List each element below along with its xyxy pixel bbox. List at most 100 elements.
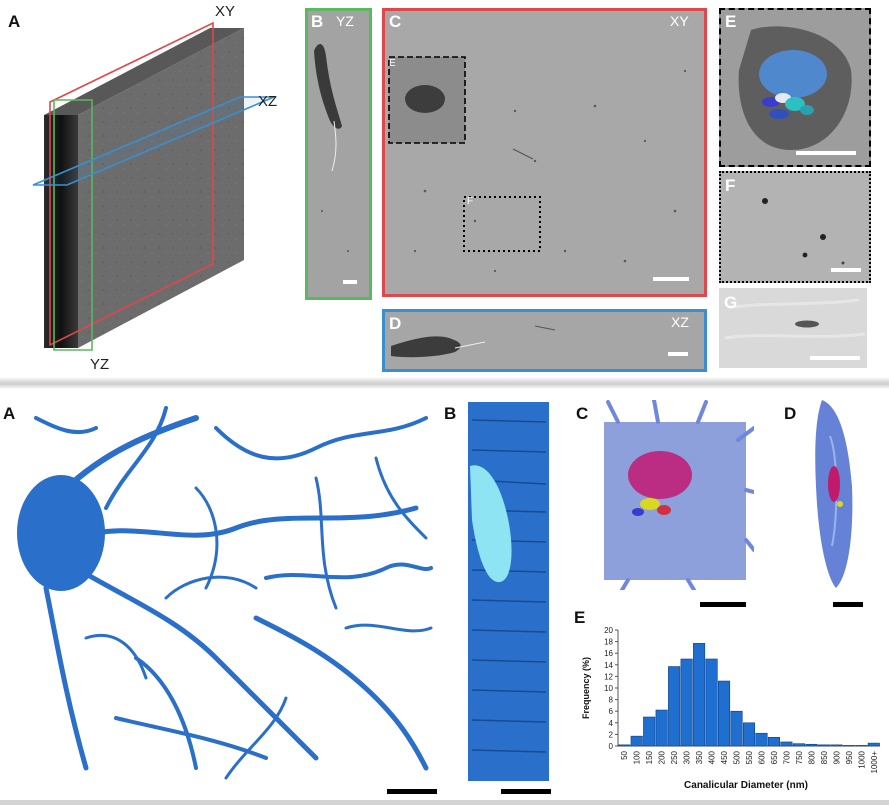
histogram-bar xyxy=(867,742,880,747)
panel-g-label: G xyxy=(724,293,738,312)
panel-g-scale-bar xyxy=(810,356,860,360)
top-panel-a-label: A xyxy=(8,12,21,31)
panel-g-image xyxy=(719,288,867,368)
panel-e-scale-bar xyxy=(796,151,856,155)
histogram-chart: Frequency (%) Canalicular Diameter (nm) … xyxy=(578,620,884,792)
bottom-b-scale-bar xyxy=(501,789,551,794)
bottom-panel-e-label: E xyxy=(574,608,586,627)
panel-c-plane-label: XY xyxy=(670,13,689,29)
x-tick-label: 550 xyxy=(745,750,754,764)
panel-d-scale-bar xyxy=(668,352,688,356)
lacuna-render-c xyxy=(598,398,756,592)
panel-d-label: D xyxy=(389,314,402,333)
panel-b-plane-label: YZ xyxy=(336,13,354,29)
xz-plane-label: XZ xyxy=(258,93,278,110)
bottom-panel-d-label: D xyxy=(784,404,797,423)
x-tick-label: 1000 xyxy=(857,750,866,768)
y-tick-label: 2 xyxy=(609,730,614,739)
x-tick-label: 700 xyxy=(782,750,791,764)
x-axis-label: Canalicular Diameter (nm) xyxy=(684,780,808,791)
histogram-bar xyxy=(668,666,681,747)
histogram-bar xyxy=(817,744,830,747)
panel-b-yz-slice xyxy=(305,8,372,300)
y-tick-label: 16 xyxy=(604,649,613,658)
inset-f-marker: F xyxy=(467,196,474,207)
network-render-b xyxy=(466,400,551,783)
x-tick-label: 950 xyxy=(845,750,854,764)
histogram-bar xyxy=(718,680,731,747)
panel-e-inset-3d xyxy=(719,8,871,167)
x-tick-label: 50 xyxy=(620,750,629,759)
y-tick-label: 14 xyxy=(604,661,613,670)
panel-f-inset xyxy=(719,171,871,283)
histogram-bar xyxy=(693,643,706,747)
panel-c-scale-bar xyxy=(653,277,689,281)
bottom-d-scale-bar xyxy=(833,602,863,607)
x-tick-label: 600 xyxy=(757,750,766,764)
histogram-bar xyxy=(705,658,718,747)
x-tick-label: 500 xyxy=(733,750,742,764)
x-tick-label: 300 xyxy=(683,750,692,764)
inset-e-marker: E xyxy=(389,58,396,69)
panel-f-label: F xyxy=(725,176,736,195)
volume-block-3d xyxy=(30,20,300,370)
x-tick-label: 100 xyxy=(633,750,642,764)
x-tick-label: 200 xyxy=(658,750,667,764)
bottom-panel-c-label: C xyxy=(576,404,589,423)
histogram-bar xyxy=(842,745,855,747)
panel-b-scale-bar xyxy=(343,280,357,284)
histogram-bar xyxy=(630,735,643,747)
x-tick-label: 850 xyxy=(820,750,829,764)
bottom-a-scale-bar xyxy=(387,789,437,794)
histogram-bar xyxy=(830,744,843,747)
bottom-c-scale-bar xyxy=(700,602,746,607)
bottom-panel-a-label: A xyxy=(3,404,16,423)
y-tick-label: 8 xyxy=(609,696,614,705)
histogram-bar xyxy=(767,737,780,747)
panel-c-xy-slice xyxy=(382,8,707,297)
x-tick-label: 150 xyxy=(645,750,654,764)
histogram-bar xyxy=(655,709,668,747)
y-tick-label: 4 xyxy=(609,719,614,728)
bottom-border xyxy=(0,800,889,805)
histogram-bar xyxy=(742,722,756,747)
histogram-bar xyxy=(730,710,743,747)
x-tick-label: 750 xyxy=(795,750,804,764)
y-tick-label: 20 xyxy=(604,626,613,635)
x-tick-label: 350 xyxy=(695,750,704,764)
y-tick-label: 0 xyxy=(609,742,614,751)
x-tick-label: 800 xyxy=(807,750,816,764)
histogram-bar xyxy=(755,732,768,747)
histogram-bar xyxy=(618,744,631,747)
histogram-bar xyxy=(805,743,818,747)
x-tick-label: 650 xyxy=(770,750,779,764)
histogram-bar xyxy=(780,741,793,747)
histogram-bar xyxy=(680,658,693,747)
panel-c-label: C xyxy=(389,12,402,31)
x-tick-label: 250 xyxy=(670,750,679,764)
panel-d-plane-label: XZ xyxy=(671,314,689,330)
bottom-panel-b-label: B xyxy=(444,404,457,423)
network-render-a xyxy=(16,398,436,783)
x-tick-label: 400 xyxy=(708,750,717,764)
histogram-bar xyxy=(792,743,805,747)
yz-plane-label: YZ xyxy=(90,356,110,373)
x-tick-label: 900 xyxy=(832,750,841,764)
x-tick-label: 1000+ xyxy=(870,751,879,774)
y-tick-label: 12 xyxy=(604,672,613,681)
xy-plane-label: XY xyxy=(215,3,236,20)
x-tick-label: 450 xyxy=(720,750,729,764)
panel-b-label: B xyxy=(311,12,324,31)
histogram-bar xyxy=(855,745,868,747)
figure-divider xyxy=(0,377,889,389)
histogram-svg: Frequency (%) Canalicular Diameter (nm) … xyxy=(581,626,880,791)
y-tick-label: 10 xyxy=(604,684,613,693)
y-tick-label: 18 xyxy=(604,638,613,647)
panel-f-scale-bar xyxy=(831,268,861,272)
lacuna-render-d xyxy=(808,396,864,592)
panel-e-label: E xyxy=(725,12,737,31)
panel-d-xz-slice xyxy=(382,309,707,372)
y-tick-label: 6 xyxy=(609,707,614,716)
histogram-bar xyxy=(643,716,656,747)
y-axis-label: Frequency (%) xyxy=(581,657,591,719)
